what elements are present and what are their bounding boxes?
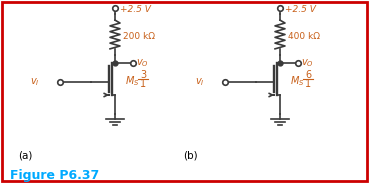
Text: $M_S$: $M_S$	[125, 74, 139, 88]
Text: $v_I$: $v_I$	[30, 76, 40, 88]
Text: 3: 3	[140, 70, 146, 80]
Text: 6: 6	[305, 70, 311, 80]
Text: +2.5 V: +2.5 V	[120, 5, 151, 14]
Text: $v_I$: $v_I$	[196, 76, 205, 88]
Text: Figure P6.37: Figure P6.37	[10, 169, 99, 182]
Text: $v_O$: $v_O$	[136, 57, 149, 69]
Text: 1: 1	[305, 79, 311, 89]
Text: 400 kΩ: 400 kΩ	[288, 32, 320, 41]
Text: (a): (a)	[18, 150, 32, 160]
Text: $v_O$: $v_O$	[301, 57, 314, 69]
Text: (b): (b)	[183, 150, 198, 160]
Text: $M_S$: $M_S$	[290, 74, 304, 88]
Text: 200 kΩ: 200 kΩ	[123, 32, 155, 41]
Text: +2.5 V: +2.5 V	[285, 5, 316, 14]
Text: 1: 1	[140, 79, 146, 89]
